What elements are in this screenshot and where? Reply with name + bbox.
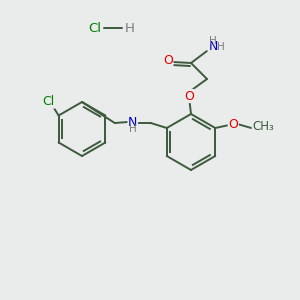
Text: O: O xyxy=(228,118,238,130)
Text: H: H xyxy=(125,22,135,34)
Text: H: H xyxy=(129,124,136,134)
Text: H: H xyxy=(217,42,225,52)
Text: N: N xyxy=(208,40,218,53)
Text: N: N xyxy=(128,116,137,128)
Text: H: H xyxy=(209,36,217,46)
Text: CH₃: CH₃ xyxy=(252,119,274,133)
Text: O: O xyxy=(184,89,194,103)
Text: O: O xyxy=(163,55,173,68)
Text: Cl: Cl xyxy=(88,22,101,34)
Text: Cl: Cl xyxy=(43,95,55,108)
